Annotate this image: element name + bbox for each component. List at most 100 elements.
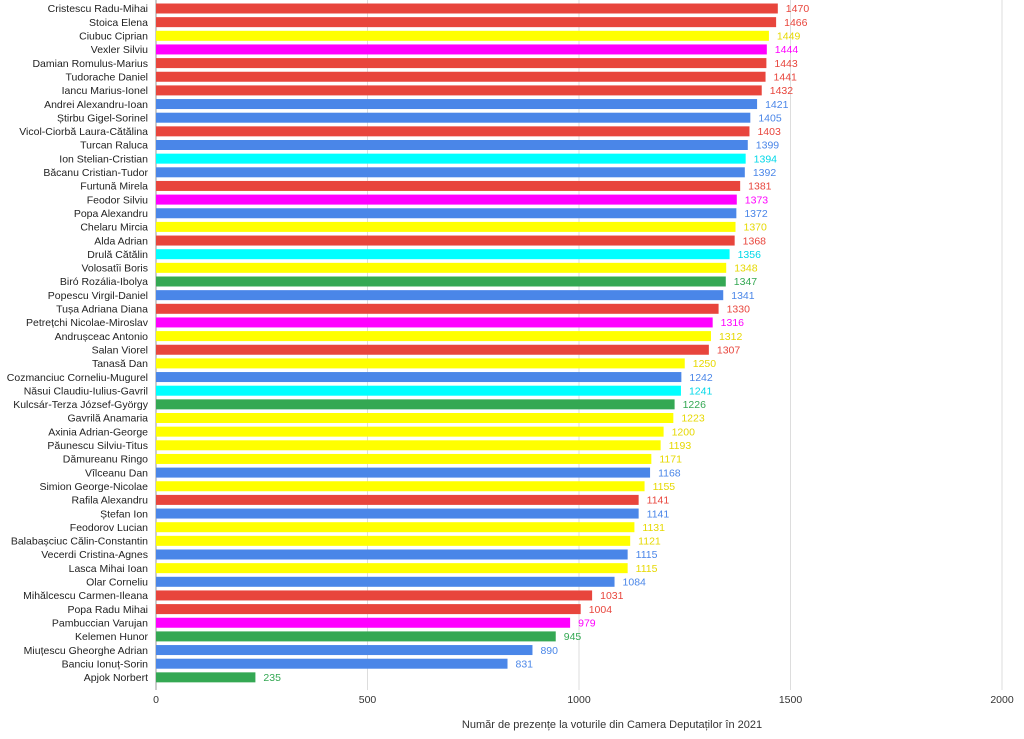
value-label: 1443 (774, 58, 798, 70)
category-label: Năsui Claudiu-Iulius-Gavril (24, 385, 148, 397)
category-label: Stoica Elena (89, 17, 148, 29)
value-label: 1399 (756, 140, 780, 152)
value-label: 1466 (784, 17, 808, 29)
bar (156, 672, 256, 683)
value-label: 1330 (727, 304, 751, 316)
value-label: 1348 (734, 263, 758, 275)
bar (156, 17, 777, 28)
bar (156, 276, 726, 287)
category-label: Miuțescu Gheorghe Adrian (24, 645, 148, 657)
value-label: 1004 (589, 604, 613, 616)
value-label: 1312 (719, 331, 743, 343)
category-label: Feodorov Lucian (70, 522, 148, 534)
category-label: Tanasă Dan (92, 358, 148, 370)
bar (156, 58, 767, 69)
category-label: Volosatîi Boris (81, 263, 148, 275)
value-label: 1368 (743, 235, 767, 247)
bar (156, 440, 661, 451)
category-label: Dămureanu Ringo (63, 454, 148, 466)
bar (156, 194, 737, 205)
value-label: 1242 (689, 372, 713, 384)
category-label: Tușa Adriana Diana (56, 304, 148, 316)
category-label: Apjok Norbert (84, 672, 148, 684)
x-tick-label: 1500 (779, 694, 803, 706)
category-label: Vecerdi Cristina-Agnes (41, 549, 148, 561)
value-label: 1372 (744, 208, 768, 220)
category-label: Pambuccian Varujan (52, 617, 148, 629)
bar (156, 85, 762, 96)
bar (156, 112, 751, 123)
value-label: 1171 (659, 454, 682, 466)
bar (156, 208, 737, 219)
bar (156, 508, 639, 519)
bar (156, 467, 651, 478)
bar (156, 317, 713, 328)
category-label: Tudorache Daniel (66, 71, 149, 83)
value-label: 1193 (669, 440, 692, 452)
category-label: Rafila Alexandru (72, 495, 149, 507)
category-label: Lasca Mihai Ioan (69, 563, 149, 575)
bar (156, 262, 727, 273)
category-label: Popescu Virgil-Daniel (48, 290, 148, 302)
category-label: Kelemen Hunor (75, 631, 148, 643)
category-label: Turcan Raluca (80, 140, 148, 152)
value-label: 1241 (689, 385, 713, 397)
bar (156, 344, 709, 355)
bar (156, 99, 758, 110)
category-label: Popa Radu Mihai (67, 604, 148, 616)
category-label: Kulcsár-Terza József-György (13, 399, 149, 411)
category-label: Mihălcescu Carmen-Ileana (23, 590, 148, 602)
category-label: Ciubuc Ciprian (79, 31, 148, 43)
category-label: Ion Stelian-Cristian (59, 153, 148, 165)
bar (156, 303, 719, 314)
bar (156, 385, 681, 396)
category-label: Păunescu Silviu-Titus (47, 440, 148, 452)
x-axis-ticks: 0 500 1000 1500 2000 (153, 694, 1014, 706)
category-label: Feodor Silviu (87, 194, 148, 206)
bar (156, 604, 581, 615)
bar (156, 126, 750, 137)
bar (156, 576, 615, 587)
bar (156, 167, 745, 178)
bar (156, 631, 556, 642)
bar (156, 235, 735, 246)
bar (156, 44, 767, 55)
value-label: 979 (578, 617, 596, 629)
value-label: 1394 (754, 153, 778, 165)
value-label: 1250 (693, 358, 717, 370)
category-label: Salan Viorel (92, 344, 148, 356)
category-label: Andrușceac Antonio (55, 331, 149, 343)
value-label: 1223 (681, 413, 705, 425)
value-label: 1441 (774, 71, 798, 83)
category-label: Popa Alexandru (74, 208, 148, 220)
value-label: 945 (564, 631, 582, 643)
bar (156, 180, 741, 191)
bar (156, 3, 778, 14)
bar (156, 494, 639, 505)
category-label: Vîlceanu Dan (85, 467, 148, 479)
x-tick-label: 1000 (567, 694, 591, 706)
value-label: 890 (540, 645, 558, 657)
category-label: Simion George-Nicolae (39, 481, 148, 493)
bar (156, 290, 724, 301)
value-label: 1141 (647, 495, 670, 507)
value-label: 831 (516, 658, 534, 670)
bar (156, 645, 533, 656)
value-label: 1370 (744, 222, 768, 234)
bar (156, 358, 685, 369)
x-tick-label: 0 (153, 694, 159, 706)
value-label: 1449 (777, 31, 801, 43)
value-label: 1316 (721, 317, 745, 329)
value-label: 1168 (658, 467, 681, 479)
category-label: Balabașciuc Călin-Constantin (11, 536, 148, 548)
category-label: Damian Romulus-Marius (32, 58, 148, 70)
value-label: 1031 (600, 590, 624, 602)
category-label: Olar Corneliu (86, 577, 148, 589)
bar (156, 221, 736, 232)
category-label: Furtună Mirela (80, 181, 148, 193)
bar (156, 372, 682, 383)
category-label: Știrbu Gigel-Sorinel (57, 112, 148, 124)
bar (156, 30, 769, 41)
category-label: Ștefan Ion (100, 508, 148, 520)
